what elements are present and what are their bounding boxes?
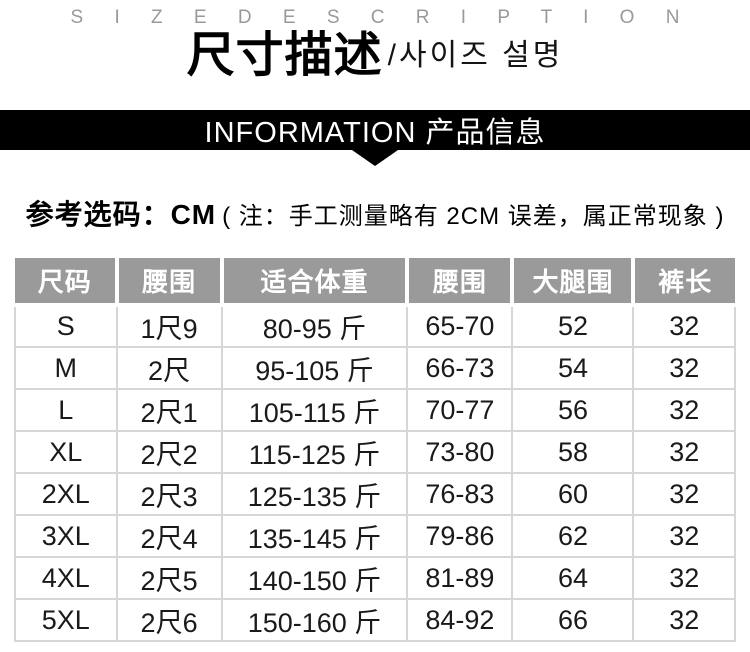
table-cell-col-2: 150-160 斤	[220, 598, 409, 642]
table-cell-col-3: 73-80	[406, 430, 514, 474]
table-cell-col-5: 32	[632, 346, 736, 390]
table-cell-col-5: 32	[632, 472, 736, 516]
table-row: 4XL 2尺5 140-150 斤 81-89 64 32	[14, 556, 736, 600]
table-row: 2XL 2尺3 125-135 斤 76-83 60 32	[14, 472, 736, 516]
table-cell-col-4: 62	[511, 514, 635, 558]
column-header-1: 腰围	[114, 258, 222, 307]
heading-english-subtitle: S I Z E D E S C R I P T I O N	[70, 7, 693, 28]
measurement-note: 参考选码：CM ( 注：手工测量略有 2CM 误差，属正常现象 )	[0, 193, 750, 233]
size-table-body: S 1尺9 80-95 斤 65-70 52 32 M 2尺 95-105 斤 66-73 54 32…	[14, 304, 736, 642]
table-cell-col-1: 2尺3	[115, 472, 223, 516]
table-cell-col-1: 2尺1	[115, 388, 223, 432]
table-cell-col-3: 81-89	[406, 556, 514, 600]
table-cell-col-5: 32	[632, 430, 736, 474]
table-cell-col-4: 52	[511, 304, 635, 348]
table-cell-col-4: 54	[511, 346, 635, 390]
table-cell-col-3: 66-73	[406, 346, 514, 390]
column-header-3: 腰围	[405, 258, 513, 307]
table-cell-col-2: 140-150 斤	[220, 556, 409, 600]
table-cell-col-2: 80-95 斤	[220, 304, 409, 348]
size-table-head: 尺码 腰围 适合体重 腰围 大腿围 裤长	[15, 258, 735, 307]
table-cell-col-1: 2尺2	[115, 430, 223, 474]
column-header-4: 大腿围	[510, 258, 634, 307]
table-cell-col-2: 115-125 斤	[220, 430, 409, 474]
table-cell-col-3: 79-86	[406, 514, 514, 558]
table-cell-col-4: 64	[511, 556, 635, 600]
table-cell-col-0: 5XL	[14, 598, 118, 642]
table-cell-col-4: 56	[511, 388, 635, 432]
measurement-note-prefix: 参考选码：CM	[25, 199, 217, 230]
heading-title-row: 尺寸描述 /사이즈 설명	[0, 28, 750, 84]
table-cell-col-3: 76-83	[406, 472, 514, 516]
table-cell-col-5: 32	[632, 388, 736, 432]
table-cell-col-3: 70-77	[406, 388, 514, 432]
table-cell-col-2: 135-145 斤	[220, 514, 409, 558]
table-cell-col-5: 32	[632, 304, 736, 348]
table-cell-col-0: 4XL	[14, 556, 118, 600]
measurement-note-detail: ( 注：手工测量略有 2CM 误差，属正常现象 )	[222, 202, 725, 230]
table-cell-col-0: XL	[14, 430, 118, 474]
table-cell-col-0: 2XL	[14, 472, 118, 516]
table-cell-col-1: 2尺5	[115, 556, 223, 600]
table-cell-col-1: 2尺4	[115, 514, 223, 558]
column-header-0: 尺码	[15, 258, 117, 307]
table-row: 3XL 2尺4 135-145 斤 79-86 62 32	[14, 514, 736, 558]
table-row: L 2尺1 105-115 斤 70-77 56 32	[14, 388, 736, 432]
size-table-container: 尺码 腰围 适合体重 腰围 大腿围 裤长 S 1尺9 80-95 斤 65-70 52 32 M 2尺 9…	[14, 258, 736, 642]
table-cell-col-4: 66	[511, 598, 635, 642]
table-cell-col-0: M	[14, 346, 118, 390]
table-cell-col-2: 95-105 斤	[220, 346, 409, 390]
banner-pointer-triangle	[352, 150, 398, 166]
table-row: 5XL 2尺6 150-160 斤 84-92 66 32	[14, 598, 736, 642]
table-cell-col-3: 84-92	[406, 598, 514, 642]
table-cell-col-1: 2尺	[115, 346, 223, 390]
table-cell-col-2: 125-135 斤	[220, 472, 409, 516]
page-heading: S I Z E D E S C R I P T I O N 尺寸描述 /사이즈 …	[0, 0, 750, 84]
table-cell-col-5: 32	[632, 514, 736, 558]
table-cell-col-0: 3XL	[14, 514, 118, 558]
size-table: 尺码 腰围 适合体重 腰围 大腿围 裤长 S 1尺9 80-95 斤 65-70 52 32 M 2尺 9…	[14, 258, 736, 642]
table-cell-col-1: 2尺6	[115, 598, 223, 642]
column-header-2: 适合体重	[219, 258, 408, 307]
table-cell-col-4: 58	[511, 430, 635, 474]
table-cell-col-2: 105-115 斤	[220, 388, 409, 432]
table-cell-col-4: 60	[511, 472, 635, 516]
table-cell-col-0: S	[14, 304, 118, 348]
table-cell-col-1: 1尺9	[115, 304, 223, 348]
table-cell-col-3: 65-70	[406, 304, 514, 348]
heading-title-korean: /사이즈 설명	[387, 39, 564, 72]
table-row: S 1尺9 80-95 斤 65-70 52 32	[14, 304, 736, 348]
column-header-5: 裤长	[631, 258, 735, 307]
information-banner-label: INFORMATION 产品信息	[204, 117, 546, 149]
table-cell-col-5: 32	[632, 556, 736, 600]
size-table-header-row: 尺码 腰围 适合体重 腰围 大腿围 裤长	[15, 258, 735, 307]
table-cell-col-5: 32	[632, 598, 736, 642]
table-cell-col-0: L	[14, 388, 118, 432]
table-row: XL 2尺2 115-125 斤 73-80 58 32	[14, 430, 736, 474]
table-row: M 2尺 95-105 斤 66-73 54 32	[14, 346, 736, 390]
information-banner: INFORMATION 产品信息	[0, 110, 750, 150]
heading-title-chinese: 尺寸描述	[186, 29, 383, 82]
